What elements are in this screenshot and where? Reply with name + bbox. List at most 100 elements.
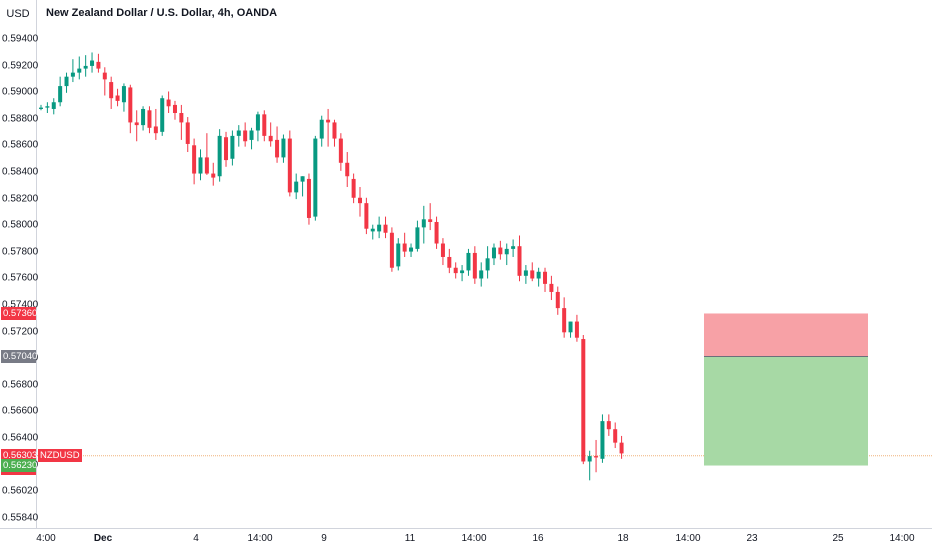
price-chart[interactable] [0, 0, 932, 528]
candle-body [90, 60, 95, 66]
candle-body [370, 228, 375, 232]
candle-body [147, 110, 152, 128]
candle [96, 53, 101, 73]
candle [153, 108, 158, 140]
candle [102, 67, 107, 96]
candle-body [230, 135, 235, 159]
price-tick-label: 0.58000 [2, 219, 39, 231]
candle [498, 240, 503, 260]
candle [134, 110, 139, 142]
candle [243, 122, 248, 147]
candle [332, 119, 337, 147]
candle-body [587, 456, 592, 462]
candle-body [460, 270, 465, 274]
price-tick-label: 0.59200 [2, 60, 39, 72]
currency-label[interactable]: USD [6, 8, 30, 20]
candle-body [287, 138, 292, 193]
candle [613, 422, 618, 449]
stop-price-badge: 0.57360 [1, 306, 38, 320]
price-axis[interactable] [0, 0, 37, 528]
candle-body [466, 252, 471, 271]
candle [402, 232, 407, 257]
candle [555, 286, 560, 315]
candle-body [96, 61, 101, 69]
candle [568, 321, 573, 338]
candle-body [115, 95, 120, 101]
candle-body [134, 122, 139, 126]
entry-price-badge: 0.57040 [1, 350, 38, 364]
candle-body [415, 227, 420, 249]
candle-body [45, 106, 50, 108]
candle-body [198, 157, 203, 174]
candle [255, 111, 260, 142]
candle-body [224, 137, 229, 161]
candle-body [504, 248, 509, 255]
candle [421, 205, 426, 244]
price-tick-label: 0.57200 [2, 326, 39, 338]
candle [460, 265, 465, 282]
candle [549, 275, 554, 301]
candle [562, 297, 567, 338]
candle [211, 162, 216, 186]
candle [64, 72, 69, 93]
take-profit-zone[interactable] [704, 356, 868, 466]
candle-body [121, 86, 126, 103]
candle-body [549, 283, 554, 292]
candle [172, 100, 177, 120]
time-tick-label: 14:00 [889, 533, 915, 544]
candle [121, 83, 126, 112]
candle [268, 122, 273, 147]
candle [204, 133, 209, 175]
candle-body [51, 102, 56, 109]
candles [39, 52, 624, 481]
candle [249, 127, 254, 150]
candle [383, 216, 388, 239]
time-axis-border [0, 528, 932, 529]
candle [434, 216, 439, 249]
candle-body [364, 203, 369, 229]
candle [466, 248, 471, 276]
candle-body [160, 98, 165, 132]
candle-body [453, 267, 458, 274]
time-tick-label: 14:00 [461, 533, 487, 544]
candle-body [268, 135, 273, 142]
stop-loss-zone[interactable] [704, 313, 868, 357]
candle [185, 117, 190, 153]
candle [166, 91, 171, 114]
candle-body [517, 246, 522, 276]
candle [396, 238, 401, 271]
candle [262, 110, 267, 142]
candle [45, 102, 50, 114]
candle-body [421, 219, 426, 228]
symbol-badge: NZDUSD [38, 449, 82, 463]
candle [389, 227, 394, 272]
price-tick-label: 0.56020 [2, 485, 39, 497]
candle-body [619, 442, 624, 454]
time-tick-label: 9 [321, 533, 327, 544]
candle-body [536, 271, 541, 279]
time-tick-label: 23 [746, 533, 758, 544]
candle [517, 235, 522, 282]
candle [440, 238, 445, 266]
candle [530, 262, 535, 282]
position-zones[interactable] [704, 313, 868, 466]
time-tick-label: Dec [93, 533, 113, 544]
candle-body [409, 247, 414, 252]
candle [409, 243, 414, 257]
candle [536, 267, 541, 287]
candle-body [262, 114, 267, 136]
price-tick-label: 0.58400 [2, 166, 39, 178]
candle [58, 76, 63, 107]
candle [428, 203, 433, 231]
candle [587, 450, 592, 481]
candle-body [428, 219, 433, 222]
candle-body [64, 76, 69, 87]
candle-body [472, 252, 477, 279]
time-tick-label: 14:00 [247, 533, 273, 544]
candle [338, 133, 343, 171]
time-tick-label: 11 [404, 533, 416, 544]
candle [83, 55, 88, 77]
candle-body [574, 321, 579, 338]
candle [236, 125, 241, 147]
candle [294, 173, 299, 200]
